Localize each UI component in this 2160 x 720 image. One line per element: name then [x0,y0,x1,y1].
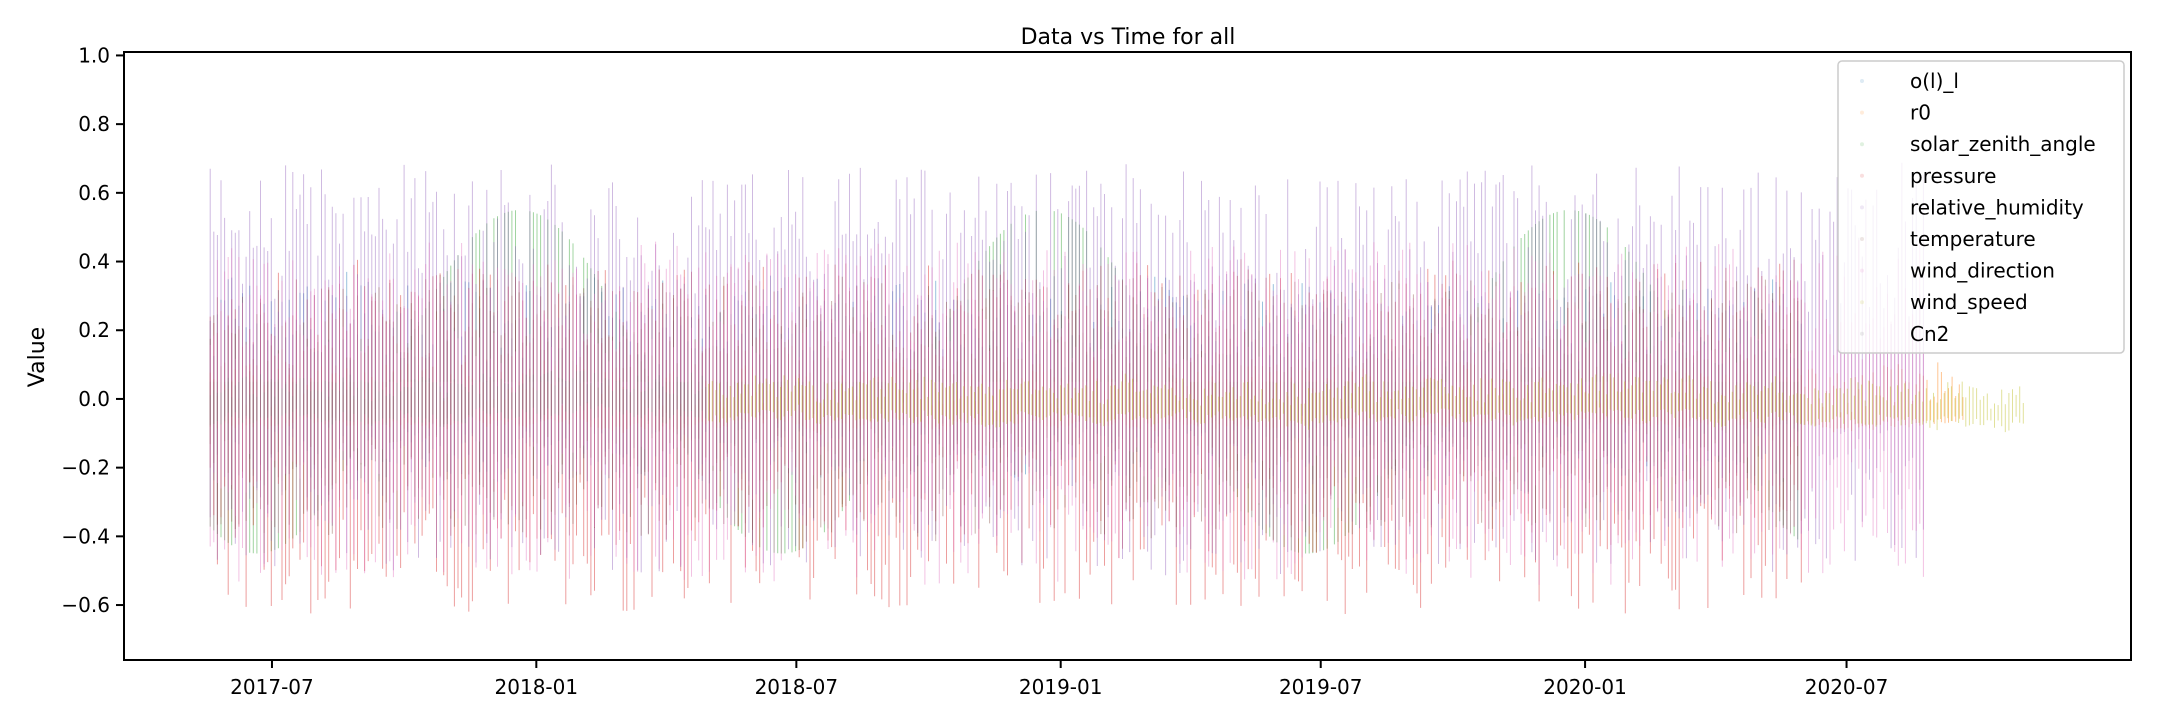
x-tick-label: 2020-01 [1543,675,1627,699]
y-tick-label: 1.0 [78,43,110,67]
legend-marker [1860,110,1864,115]
x-axis: 2017-07 2018-01 2018-07 2019-01 2019-07 2020-… [230,660,1888,699]
y-axis: −0.6 −0.4 −0.2 0.0 0.2 0.4 0.6 0.8 1.0 [61,43,124,617]
series-relative-humidity [209,162,1924,576]
y-tick-label: 0.6 [78,181,110,205]
y-tick-label: −0.6 [61,593,110,617]
y-axis-label: Value [25,327,50,387]
legend-entry: o(l)_l [1910,69,1959,93]
legend-entry: relative_humidity [1910,195,2084,219]
series-solar-zenith-angle [209,210,1799,554]
y-tick-label: 0.0 [78,387,110,411]
series-cn2 [209,370,707,427]
legend-entry: temperature [1910,227,2036,251]
series-pressure [209,259,1802,614]
legend-marker [1860,237,1864,241]
x-tick-label: 2018-07 [755,675,839,699]
legend-entry: wind_speed [1910,290,2028,314]
x-tick-label: 2020-07 [1805,675,1889,699]
x-tick-label: 2017-07 [230,675,314,699]
y-tick-label: 0.2 [78,318,110,342]
legend-entry: pressure [1910,164,1996,188]
legend-marker [1860,331,1864,336]
legend-marker [1860,79,1864,83]
series-wind-speed [708,373,2024,433]
plot-area [209,162,2024,614]
legend-marker [1860,205,1864,210]
legend-entry: r0 [1910,101,1931,125]
y-tick-label: 0.8 [78,112,110,136]
series-temperature [209,274,1802,542]
legend-entry: Cn2 [1910,322,1949,346]
legend-marker [1860,142,1864,147]
y-tick-label: −0.2 [61,456,110,480]
series-r0 [209,360,1964,435]
legend-box [1837,60,2125,354]
legend-entry: solar_zenith_angle [1910,132,2096,156]
y-tick-label: −0.4 [61,524,110,548]
x-tick-label: 2018-01 [495,675,579,699]
plot-frame [123,51,2132,661]
legend-marker [1860,300,1864,305]
series-o-l-l [209,271,1802,492]
x-tick-label: 2019-07 [1279,675,1363,699]
y-tick-label: 0.4 [78,250,110,274]
legend-marker [1860,268,1864,273]
legend: o(l)_l r0 solar_zenith_angle pressure relati… [1837,60,2125,354]
chart-title: Data vs Time for all [1021,25,1236,50]
legend-marker [1860,173,1864,178]
x-tick-label: 2019-01 [1019,675,1103,699]
legend-entry: wind_direction [1910,259,2055,283]
